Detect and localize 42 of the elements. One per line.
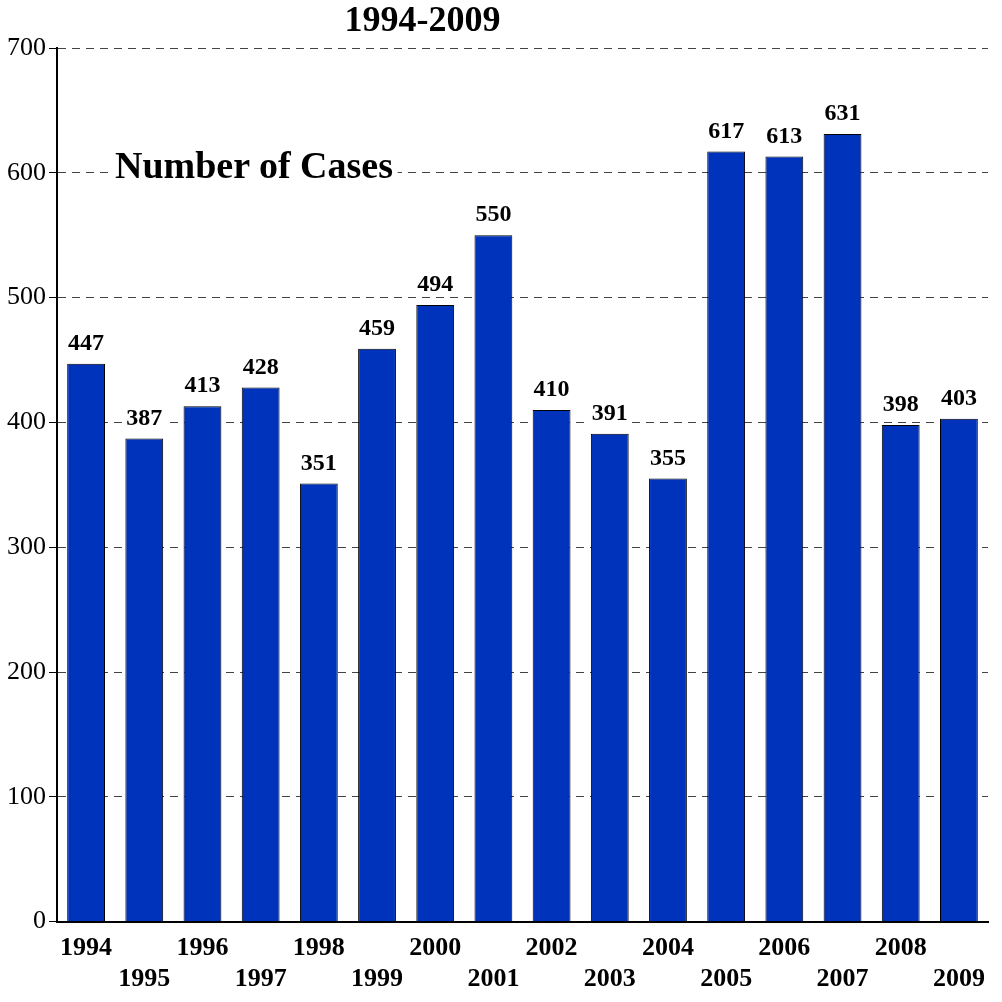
y-tick-label: 0 (33, 905, 46, 935)
x-tick-label: 2000 (409, 931, 462, 961)
data-label: 631 (824, 99, 861, 126)
data-label: 391 (591, 398, 628, 425)
x-tick-label: 1998 (292, 931, 345, 961)
x-tick-label: 2007 (816, 963, 869, 993)
data-label: 387 (126, 403, 163, 430)
data-label: 613 (766, 121, 803, 148)
data-label: 351 (300, 448, 337, 475)
x-tick-label: 1997 (234, 963, 287, 993)
y-tick-label: 600 (7, 156, 46, 186)
x-tick-label: 2004 (641, 931, 694, 961)
x-tick-label: 2006 (758, 931, 811, 961)
data-label: 413 (184, 371, 221, 398)
data-label: 355 (649, 443, 686, 470)
data-label: 447 (68, 328, 105, 355)
x-tick-label: 2002 (525, 931, 578, 961)
x-tick-label: 2005 (700, 963, 753, 993)
data-label: 550 (475, 200, 512, 227)
y-tick-label: 400 (7, 406, 46, 436)
x-tick-label: 1995 (118, 963, 171, 993)
data-label: 494 (417, 270, 454, 297)
annotation: Number of Cases (115, 143, 393, 186)
x-tick-label: 2008 (874, 931, 927, 961)
data-label: 410 (533, 375, 570, 402)
chart-title: 1994-2009 (344, 0, 501, 40)
y-tick-label: 700 (7, 31, 46, 61)
x-tick-label: 2009 (932, 963, 985, 993)
y-tick-label: 500 (7, 281, 46, 311)
x-tick-label: 1999 (351, 963, 404, 993)
data-label: 428 (242, 352, 279, 379)
data-label: 403 (940, 383, 977, 410)
y-tick-label: 100 (7, 780, 46, 810)
x-tick-label: 1994 (60, 931, 113, 961)
x-tick-label: 2003 (583, 963, 636, 993)
y-tick-label: 200 (7, 655, 46, 685)
x-tick-label: 1996 (176, 931, 229, 961)
data-label: 617 (708, 116, 745, 143)
x-tick-label: 2001 (467, 963, 520, 993)
data-label: 459 (359, 313, 396, 340)
y-tick-label: 300 (7, 531, 46, 561)
data-label: 398 (882, 390, 919, 417)
